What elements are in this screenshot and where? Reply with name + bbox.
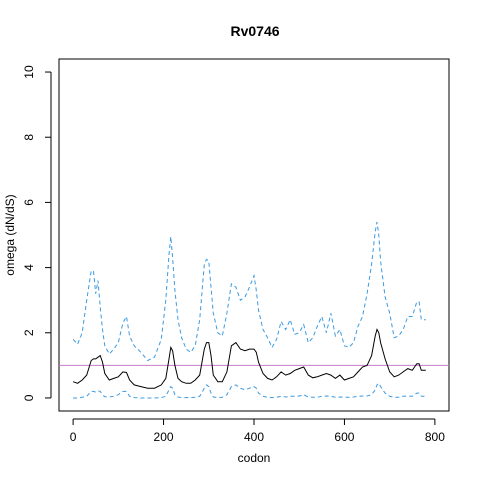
y-axis-label: omega (dN/dS): [3, 194, 17, 275]
series-line-upper: [72, 221, 426, 362]
y-tick-label: 2: [22, 329, 36, 336]
x-tick-label: 600: [334, 430, 354, 444]
plot-area: [59, 221, 449, 399]
y-tick-label: 4: [22, 264, 36, 271]
x-axis: 0 200 400 600 800: [70, 418, 445, 444]
y-tick-label: 6: [22, 199, 36, 206]
series-line-lower: [73, 382, 426, 399]
chart-title: Rv0746: [230, 23, 279, 39]
y-tick-label: 10: [22, 65, 36, 79]
x-tick-label: 200: [154, 430, 174, 444]
y-tick-label: 0: [22, 394, 36, 401]
x-tick-label: 800: [425, 430, 445, 444]
x-tick-label: 0: [70, 430, 77, 444]
series-line-estimate: [72, 328, 426, 389]
y-axis: 0 2 4 6 8 10: [22, 65, 52, 401]
plot-frame: [58, 58, 450, 412]
y-tick-label: 8: [22, 134, 36, 141]
x-tick-label: 400: [244, 430, 264, 444]
x-axis-label: codon: [238, 451, 271, 465]
